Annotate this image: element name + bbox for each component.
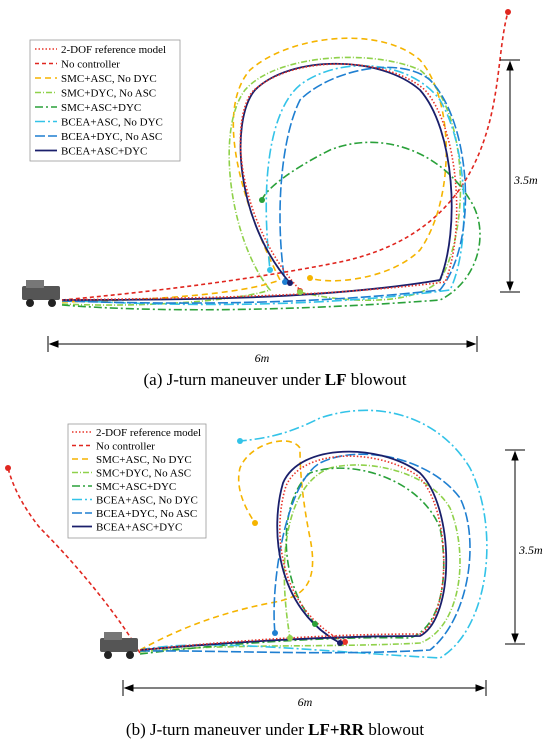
legend-smc-asc: SMC+ASC, No DYC [61, 73, 157, 85]
legend-smc-asc: SMC+ASC, No DYC [96, 454, 192, 466]
legend-bcea-asc: BCEA+ASC, No DYC [96, 495, 198, 507]
panel-b: 2-DOF reference model No controller SMC+AS… [0, 388, 550, 718]
caption-b-bold: LF+RR [308, 720, 365, 739]
width-dimension-b [122, 680, 487, 696]
height-label-a: 3.5m [513, 173, 538, 187]
endpoint-smc-dyc [297, 289, 303, 295]
vehicle-icon [22, 280, 60, 307]
trajectory-bcea-dyc [139, 453, 471, 654]
endpoint-smc-asc-dyc [312, 621, 318, 627]
legend-bcea-dyc: BCEA+DYC, No ASC [61, 131, 162, 143]
height-dimension-a [500, 59, 520, 293]
endpoint-bcea-asc-dyc [287, 280, 293, 286]
legend-smc-asc-dyc: SMC+ASC+DYC [61, 102, 141, 114]
legend-bcea-asc-dyc: BCEA+ASC+DYC [61, 146, 147, 158]
trajectory-bcea-asc [139, 409, 488, 659]
trajectory-bcea-asc [61, 64, 465, 306]
width-dimension-a [47, 336, 478, 352]
legend-bcea-dyc: BCEA+DYC, No ASC [96, 508, 197, 520]
endpoint-bcea-dyc [272, 630, 278, 636]
trajectory-bcea-dyc [61, 66, 467, 304]
trajectories-a [61, 9, 511, 311]
width-label-a: 6m [255, 351, 270, 365]
caption-a: (a) J-turn maneuver under LF blowout [0, 370, 550, 390]
endpoint-smc-dyc [287, 635, 293, 641]
legend-a: 2-DOF reference model No controller SMC+AS… [35, 44, 166, 158]
legend-bcea-asc-dyc: BCEA+ASC+DYC [96, 522, 182, 534]
endpoint-no-controller [505, 9, 511, 15]
legend-reference: 2-DOF reference model [96, 427, 201, 439]
legend-box-b [67, 423, 207, 539]
endpoint-bcea-dyc [282, 279, 288, 285]
caption-a-letter: (a) [143, 370, 163, 389]
endpoint-reference [342, 639, 348, 645]
endpoint-bcea-asc [237, 438, 243, 444]
height-dimension-b [505, 449, 525, 645]
caption-a-tail: blowout [346, 370, 407, 389]
endpoint-bcea-asc [267, 267, 273, 273]
trajectory-smc-asc [61, 37, 447, 303]
legend-smc-dyc: SMC+DYC, No ASC [96, 468, 191, 480]
endpoint-smc-asc [307, 275, 313, 281]
caption-b: (b) J-turn maneuver under LF+RR blowout [0, 720, 550, 740]
legend-no-controller: No controller [96, 441, 155, 453]
caption-b-tail: blowout [364, 720, 425, 739]
vehicle-icon [100, 632, 138, 659]
endpoint-smc-asc [252, 520, 258, 526]
caption-b-text: J-turn maneuver under [145, 720, 309, 739]
trajectory-bcea-asc-dyc [139, 450, 448, 651]
legend-box-a [29, 39, 181, 162]
endpoint-smc-asc-dyc [259, 197, 265, 203]
caption-a-text: J-turn maneuver under [162, 370, 325, 389]
legend-bcea-asc: BCEA+ASC, No DYC [61, 117, 163, 129]
trajectories-b [5, 409, 488, 659]
caption-a-bold: LF [324, 370, 347, 389]
trajectory-no-controller [61, 11, 509, 301]
legend-reference: 2-DOF reference model [61, 44, 166, 56]
trajectory-reference [139, 455, 445, 651]
trajectory-smc-asc-dyc [61, 141, 481, 311]
panel-a: 2-DOF reference model No controller SMC+AS… [0, 0, 550, 365]
trajectory-no-controller [7, 467, 141, 654]
endpoint-bcea-asc-dyc [337, 640, 343, 646]
endpoint-no-controller [5, 465, 11, 471]
trajectory-smc-asc [139, 440, 314, 651]
panel-a-plot: 2-DOF reference model No controller SMC+AS… [22, 9, 538, 365]
trajectory-smc-asc-dyc [139, 467, 445, 655]
legend-no-controller: No controller [61, 59, 120, 71]
width-label-b: 6m [298, 695, 313, 709]
legend-smc-asc-dyc: SMC+ASC+DYC [96, 481, 176, 493]
trajectory-smc-dyc [139, 464, 461, 653]
caption-b-letter: (b) [125, 720, 146, 739]
legend-smc-dyc: SMC+DYC, No ASC [61, 88, 156, 100]
height-label-b: 3.5m [518, 543, 543, 557]
